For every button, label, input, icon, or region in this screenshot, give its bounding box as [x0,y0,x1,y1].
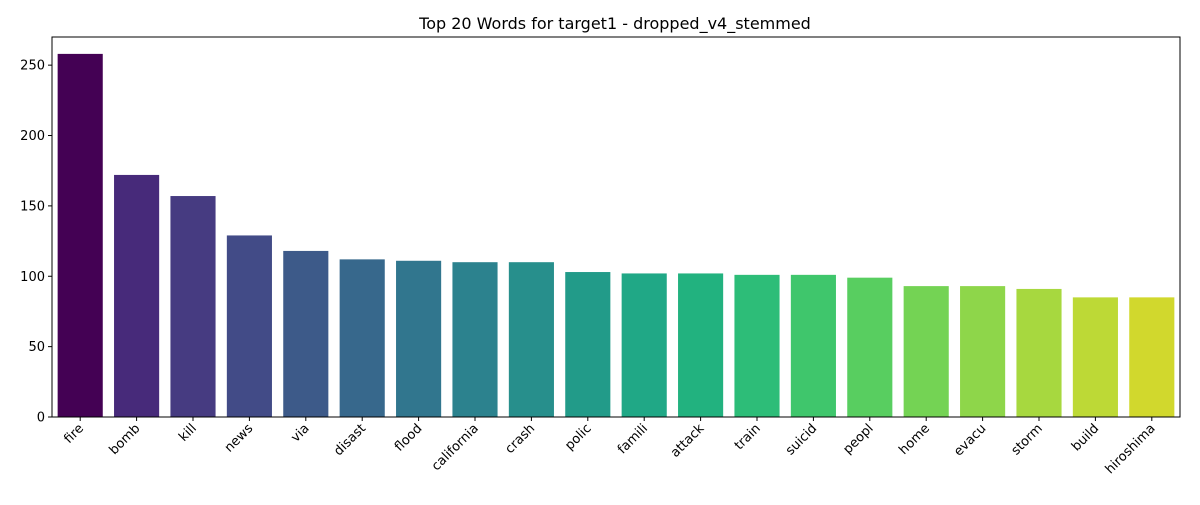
x-tick-label-fire: fire [61,421,87,447]
bar-build [1072,297,1118,417]
bar-via [283,250,329,417]
x-tick-label-disast: disast [331,421,369,459]
y-tick-label: 100 [20,270,45,285]
bar-news [226,235,272,417]
x-tick-label-news: news [222,421,257,456]
x-tick-label-train: train [732,421,764,453]
y-tick-label: 0 [37,411,45,426]
plot-frame [51,36,1181,418]
x-tick-label-crash: crash [503,421,539,457]
bar-polic [565,272,611,417]
x-tick-label-kill: kill [176,421,200,445]
plot-area [57,53,1175,417]
bar-famili [621,273,667,417]
bar-home [903,286,949,417]
y-tick-label: 200 [20,129,45,144]
bar-evacu [960,286,1006,417]
x-tick-label-famili: famili [615,421,651,457]
y-tick-label: 50 [28,340,45,355]
bar-bomb [114,174,160,417]
bar-flood [396,260,442,417]
bar-suicid [790,274,836,417]
x-tick-label-storm: storm [1009,421,1046,458]
x-tick-label-suicid: suicid [783,421,820,458]
x-tick-label-peopl: peopl [841,421,877,457]
bar-peopl [847,277,893,417]
x-tick-label-via: via [288,421,312,445]
x-tick-label-flood: flood [392,421,425,454]
x-axis: fire bomb kill news via disast flood california… [61,417,1159,477]
bar-california [452,262,498,417]
x-tick-label-polic: polic [562,421,594,453]
bar-fire [57,53,103,417]
bar-train [734,274,780,417]
y-tick-label: 250 [20,59,45,74]
bar-kill [170,196,216,417]
x-tick-label-build: build [1069,421,1102,454]
x-tick-label-attack: attack [668,421,708,461]
x-tick-label-home: home [896,421,933,458]
x-tick-label-california: california [429,421,482,474]
bar-crash [508,262,554,417]
bar-storm [1016,288,1062,417]
bar-disast [339,259,385,417]
chart-title: Top 20 Words for target1 - dropped_v4_st… [418,14,811,34]
x-tick-label-hiroshima: hiroshima [1103,421,1159,477]
y-axis: 0 50 100 150 200 250 [20,59,52,426]
bar-hiroshima [1129,297,1175,417]
x-tick-label-evacu: evacu [951,421,989,459]
x-tick-label-bomb: bomb [107,421,144,458]
bar-attack [678,273,724,417]
y-tick-label: 150 [20,199,45,214]
